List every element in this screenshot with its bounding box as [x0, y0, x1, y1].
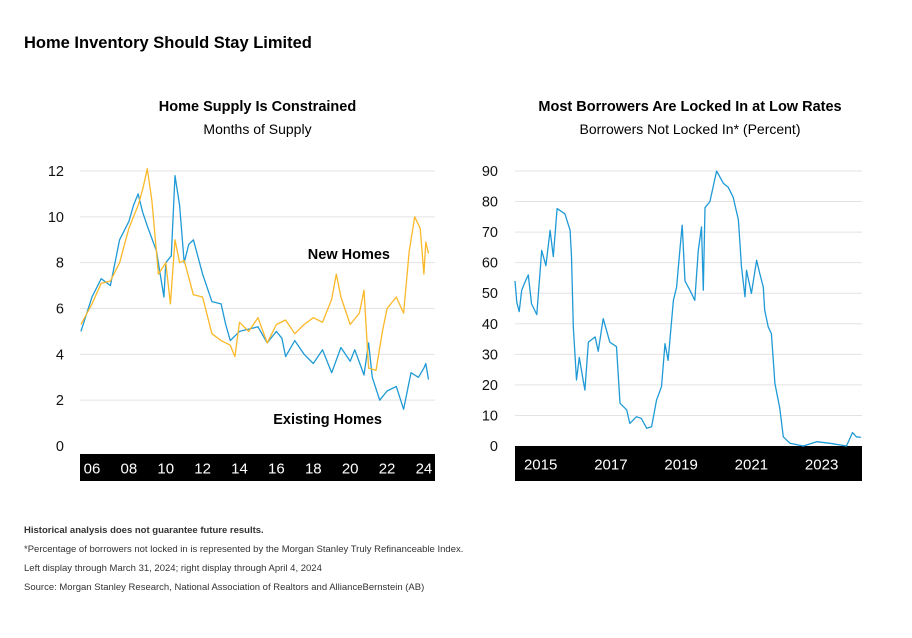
footnote-index: *Percentage of borrowers not locked in i…: [24, 544, 464, 555]
y-tick-label: 20: [482, 378, 498, 394]
footnotes: Historical analysis does not guarantee f…: [24, 521, 463, 597]
x-tick-label: 08: [121, 461, 138, 478]
footnote-source: Source: Morgan Stanley Research, Nationa…: [24, 582, 425, 593]
series-line: [514, 170, 861, 447]
right-chart-title: Most Borrowers Are Locked In at Low Rate…: [538, 99, 842, 115]
series-line-new-homes: [80, 168, 430, 372]
x-tick-label: 20: [342, 461, 359, 478]
y-tick-label: 12: [48, 164, 64, 180]
y-tick-label: 6: [56, 302, 64, 318]
x-axis-band: [515, 446, 862, 481]
label-existing-homes: Existing Homes: [273, 412, 382, 428]
x-tick-label: 18: [305, 461, 322, 478]
y-tick-label: 10: [48, 210, 64, 226]
x-tick-label: 16: [268, 461, 285, 478]
y-tick-label: 80: [482, 195, 498, 211]
disclaimer: Historical analysis does not guarantee f…: [24, 525, 264, 536]
y-tick-label: 40: [482, 317, 498, 333]
x-tick-label: 06: [84, 461, 101, 478]
x-tick-label: 2017: [594, 457, 627, 474]
footnote-dates: Left display through March 31, 2024; rig…: [24, 563, 322, 574]
y-tick-label: 10: [482, 408, 498, 424]
x-tick-label: 22: [379, 461, 396, 478]
y-tick-label: 2: [56, 393, 64, 409]
x-tick-label: 24: [416, 461, 433, 478]
y-tick-label: 90: [482, 164, 498, 180]
y-tick-label: 8: [56, 256, 64, 272]
x-axis-band: [80, 454, 435, 481]
y-tick-label: 0: [490, 439, 498, 455]
y-tick-label: 4: [56, 347, 64, 363]
y-tick-label: 60: [482, 256, 498, 272]
left-chart-subtitle: Months of Supply: [203, 121, 312, 137]
x-tick-label: 12: [194, 461, 211, 478]
x-tick-label: 2023: [805, 457, 838, 474]
x-tick-label: 14: [231, 461, 248, 478]
x-tick-label: 2019: [664, 457, 697, 474]
y-tick-label: 50: [482, 286, 498, 302]
series-line-existing-homes: [80, 174, 430, 410]
left-chart-title: Home Supply Is Constrained: [158, 99, 357, 115]
y-tick-label: 30: [482, 347, 498, 363]
x-tick-label: 2021: [735, 457, 768, 474]
y-tick-label: 0: [56, 439, 64, 455]
right-chart-subtitle: Borrowers Not Locked In* (Percent): [579, 121, 801, 137]
page-title: Home Inventory Should Stay Limited: [24, 34, 312, 52]
label-new-homes: New Homes: [308, 247, 390, 263]
x-tick-label: 2015: [524, 457, 557, 474]
y-tick-label: 70: [482, 225, 498, 241]
x-tick-label: 10: [157, 461, 174, 478]
